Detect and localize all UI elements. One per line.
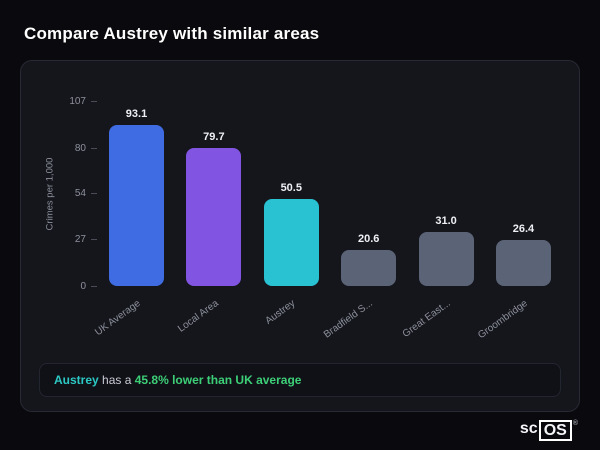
tick-mark [91, 239, 97, 241]
y-axis-tick: 54 [75, 188, 97, 199]
bar[interactable] [495, 240, 551, 286]
y-axis-tick: 107 [69, 96, 97, 107]
bar[interactable] [341, 250, 397, 286]
note-area-name: Austrey [54, 373, 99, 387]
scos-logo: sc OS ® [520, 420, 578, 441]
bar-chart: Crimes per 1,000 107 80 54 27 0 93.1 UK Avera… [41, 96, 559, 341]
y-axis-tick: 0 [80, 281, 97, 292]
page-title: Compare Austrey with similar areas [24, 24, 320, 43]
bar-group: 31.0 Great East... [401, 101, 474, 340]
y-axis-tick: 27 [75, 234, 97, 245]
y-axis: 107 80 54 27 0 [59, 96, 101, 292]
x-axis-label: Great East... [400, 298, 453, 340]
bar[interactable] [186, 148, 242, 286]
tick-mark [91, 286, 97, 287]
y-axis-tick: 80 [75, 143, 97, 154]
x-axis-label: Austrey [263, 298, 298, 327]
bar-value-label: 50.5 [280, 181, 302, 194]
x-axis-label: Local Area [175, 298, 221, 335]
x-axis-label: Groombridge [476, 298, 530, 342]
bar-value-label: 20.6 [357, 233, 380, 246]
bar[interactable] [418, 232, 474, 286]
tick-mark [91, 192, 97, 194]
tick-mark [91, 101, 97, 102]
bar[interactable] [263, 198, 319, 286]
bar-group: 93.1 UK Average [93, 101, 164, 338]
bar-value-label: 31.0 [435, 215, 457, 228]
x-axis-label: UK Average [93, 298, 143, 339]
tick-mark [91, 147, 97, 149]
bar-group: 26.4 Groombridge [476, 101, 551, 341]
bar-value-label: 93.1 [125, 108, 148, 121]
note-highlight: 45.8% lower than UK average [134, 373, 302, 387]
comparison-note: Austrey has a 45.8% lower than UK averag… [39, 363, 561, 397]
note-middle-text: has a [98, 373, 135, 387]
bar-value-label: 26.4 [512, 223, 535, 236]
chart-card: Crimes per 1,000 107 80 54 27 0 93.1 UK Avera… [20, 60, 580, 412]
bar-group: 20.6 Bradfield S... [322, 101, 397, 341]
x-axis-label: Bradfield S... [322, 298, 376, 341]
logo-boxed-text: OS [538, 420, 572, 441]
bar[interactable] [109, 125, 164, 286]
plot-area: 93.1 UK Average 79.7 Local Area 50.5 Austrey 2… [93, 101, 559, 341]
bar-value-label: 79.7 [203, 131, 225, 144]
registered-trademark-icon: ® [572, 420, 578, 427]
logo-prefix: sc [519, 420, 538, 437]
y-axis-title: Crimes per 1,000 [44, 157, 56, 230]
bar-group: 79.7 Local Area [176, 101, 242, 335]
bar-group: 50.5 Austrey [263, 101, 319, 327]
